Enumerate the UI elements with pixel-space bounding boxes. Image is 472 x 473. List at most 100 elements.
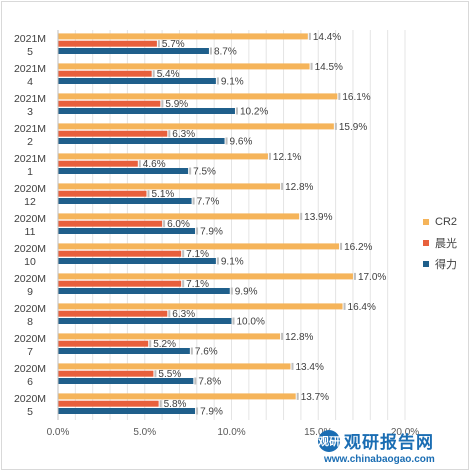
bar	[58, 70, 152, 77]
data-label: 5.2%	[153, 339, 176, 350]
bar-end-marker	[196, 227, 199, 235]
bar-end-marker	[161, 100, 164, 108]
y-category-label: 2021M	[14, 33, 46, 45]
y-category-label: 2	[27, 136, 33, 148]
data-label: 15.9%	[339, 122, 367, 133]
bar-end-marker	[209, 47, 212, 55]
legend-item-cr2: CR2	[423, 211, 457, 232]
y-category-label: 2020M	[14, 213, 46, 225]
legend-label-deli: 得力	[435, 258, 457, 271]
data-label: 5.9%	[165, 99, 188, 110]
bar-end-marker	[147, 190, 150, 198]
y-category-label: 12	[24, 196, 36, 208]
y-category-label: 3	[27, 106, 33, 118]
y-category-label: 2020M	[14, 363, 46, 375]
data-label: 7.7%	[197, 197, 220, 208]
y-category-label: 2020M	[14, 273, 46, 285]
y-category-label: 2020M	[14, 183, 46, 195]
bar	[58, 168, 189, 174]
bar-end-marker	[308, 32, 311, 40]
data-label: 13.9%	[304, 212, 332, 223]
bar	[58, 130, 168, 137]
y-category-label: 2020M	[14, 333, 46, 345]
y-category-label: 6	[27, 376, 33, 388]
y-category-label: 5	[27, 46, 33, 58]
data-label: 4.6%	[143, 159, 166, 170]
bar	[58, 400, 159, 407]
bar-end-marker	[159, 400, 162, 408]
bar-end-marker	[340, 242, 343, 250]
y-category-label: 2021M	[14, 153, 46, 165]
bar	[58, 138, 225, 144]
bar-end-marker	[182, 250, 185, 258]
bar-end-marker	[189, 167, 192, 175]
bar-end-marker	[182, 280, 185, 288]
y-category-label: 1	[27, 166, 33, 178]
y-category-label: 2020M	[14, 243, 46, 255]
y-category-label: 2021M	[14, 63, 46, 75]
data-label: 9.9%	[235, 287, 258, 298]
data-label: 13.4%	[295, 362, 323, 373]
bar-end-marker	[310, 62, 313, 70]
data-label: 9.1%	[221, 257, 244, 268]
data-label: 12.1%	[273, 152, 301, 163]
y-category-label: 9	[27, 286, 33, 298]
data-label: 10.0%	[237, 317, 265, 328]
bar	[58, 370, 154, 377]
bar	[58, 363, 291, 370]
watermark: 观研 观研报告网 www.chinabaogao.com	[318, 428, 436, 468]
bar	[58, 100, 161, 107]
bar	[58, 220, 163, 227]
bar	[58, 228, 196, 234]
bar	[58, 280, 182, 287]
data-label: 12.8%	[285, 182, 313, 193]
legend-item-deli: 得力	[423, 253, 457, 274]
data-label: 14.5%	[315, 62, 343, 73]
legend-item-chenguang: 晨光	[423, 232, 457, 253]
data-label: 12.8%	[285, 332, 313, 343]
bar-end-marker	[168, 130, 171, 138]
bar-end-marker	[334, 122, 337, 130]
x-tick-label: 20.0%	[391, 427, 419, 438]
y-category-label: 5	[27, 406, 33, 418]
bar	[58, 213, 300, 220]
bar	[58, 408, 196, 414]
x-tick-label: 10.0%	[217, 427, 245, 438]
bar-end-marker	[216, 77, 219, 85]
y-category-label: 4	[27, 76, 33, 88]
bar	[58, 288, 230, 294]
bar-end-marker	[281, 182, 284, 190]
bar-end-marker	[291, 362, 294, 370]
legend-label-cr2: CR2	[435, 215, 458, 228]
bar-end-marker	[192, 197, 195, 205]
bar	[58, 310, 168, 317]
legend-swatch-cr2	[423, 218, 429, 225]
bar-end-marker	[157, 40, 160, 48]
data-label: 9.1%	[221, 77, 244, 88]
bar	[58, 190, 147, 197]
data-label: 6.3%	[172, 309, 195, 320]
bar	[58, 33, 308, 40]
bar	[58, 153, 268, 160]
bar-end-marker	[230, 287, 233, 295]
bar	[58, 393, 296, 400]
y-category-label: 2021M	[14, 123, 46, 135]
data-label: 6.3%	[172, 129, 195, 140]
bar-end-marker	[196, 407, 199, 415]
data-label: 5.4%	[157, 69, 180, 80]
bar	[58, 93, 338, 100]
bar	[58, 378, 194, 384]
watermark-name: 观研报告网	[344, 433, 434, 452]
data-label: 7.9%	[200, 227, 223, 238]
data-label: 16.1%	[342, 92, 370, 103]
bar-end-marker	[149, 340, 152, 348]
data-label: 16.2%	[344, 242, 372, 253]
bar	[58, 250, 182, 257]
data-label: 7.1%	[186, 249, 209, 260]
bar-end-marker	[168, 310, 171, 318]
data-label: 7.5%	[193, 167, 216, 178]
y-category-label: 2020M	[14, 303, 46, 315]
bar-end-marker	[163, 220, 166, 228]
bar-end-marker	[216, 257, 219, 265]
data-label: 6.0%	[167, 219, 190, 230]
